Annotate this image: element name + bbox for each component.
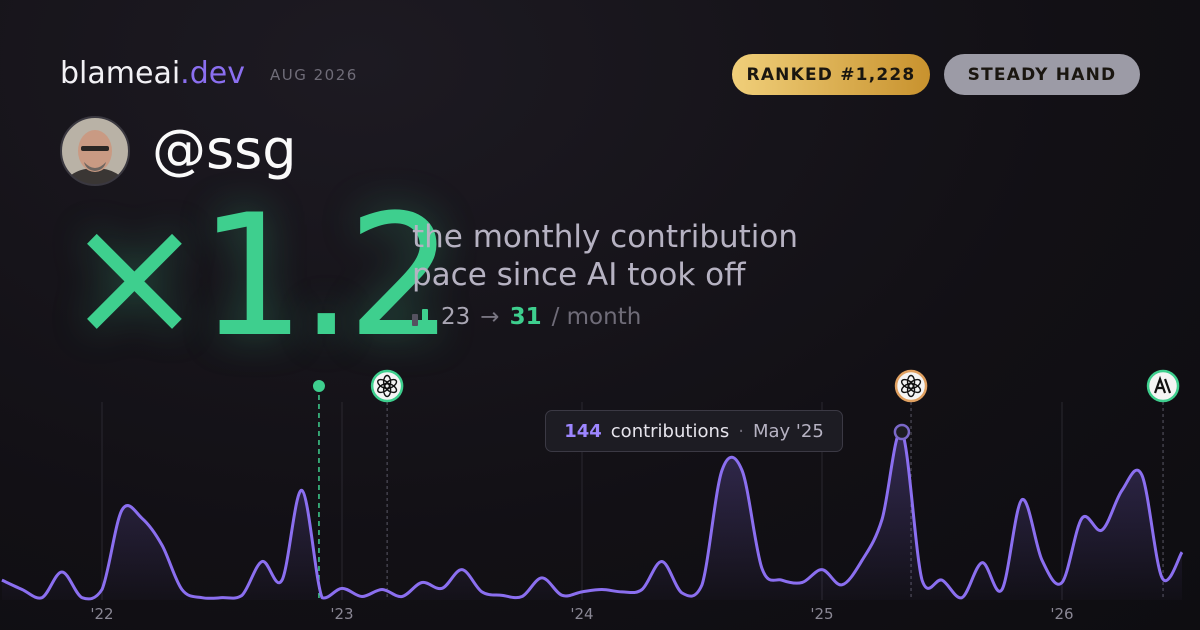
line [1, 429, 1184, 601]
event-dot [312, 380, 325, 392]
persona-badge: STEADY HAND [944, 54, 1140, 95]
event-glyph [1154, 375, 1172, 394]
tooltip-label: contributions [610, 420, 730, 442]
brand-name: blameai [60, 56, 181, 91]
chart: '22 '23 '24 '25 '26 [1, 369, 1184, 623]
pace-unit: / month [551, 304, 642, 330]
x-tick-label: '23 [330, 605, 353, 623]
event-glyph [377, 378, 391, 390]
tooltip-value: 144 [564, 420, 602, 442]
highlight-point [893, 423, 911, 441]
event-icon [894, 369, 928, 403]
tooltip: 144 contributions · May '25 [545, 410, 843, 452]
x-tick-label: '24 [570, 605, 593, 623]
multiplier: ×1.2 [64, 178, 454, 374]
event-icon [370, 369, 404, 403]
x-tick-label: '26 [1050, 605, 1073, 623]
x-tick-label: '22 [90, 605, 113, 623]
event-icon-ring [894, 369, 928, 403]
pace-arrow: → [480, 304, 500, 330]
event-icon-ring [370, 369, 404, 403]
date: AUG 2026 [270, 66, 358, 84]
rank-badge: RANKED #1,228 [732, 54, 930, 95]
brand-tld: .dev [180, 56, 245, 91]
area [1, 431, 1182, 600]
avatar [60, 116, 130, 186]
pace-before: 23 [441, 304, 471, 330]
tooltip-separator: · [738, 420, 744, 442]
pace-row: 23 → 31 / month [411, 304, 641, 330]
tooltip-date: May '25 [752, 420, 824, 442]
caption-line: the monthly contribution [412, 219, 799, 255]
caption-line: pace since AI took off [412, 257, 746, 293]
handle: @ssg [152, 118, 297, 181]
pace-icon [412, 309, 428, 326]
caption: the monthly contribution pace since AI t… [412, 218, 798, 294]
brand: blameai.dev [60, 56, 245, 91]
x-tick-label: '25 [810, 605, 833, 623]
event-icon [1146, 369, 1180, 403]
pace-after: 31 [509, 304, 542, 330]
event-glyph [900, 378, 915, 390]
